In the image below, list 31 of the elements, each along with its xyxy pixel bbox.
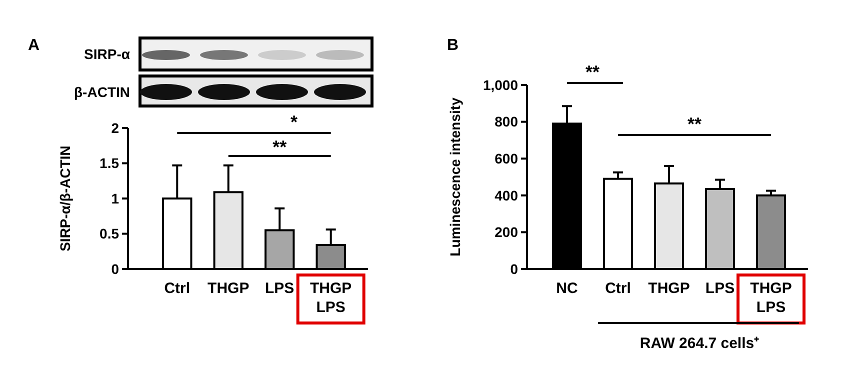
annotation: ** — [687, 114, 702, 134]
y-tick-label: 1,000 — [482, 76, 518, 93]
text: ** — [585, 62, 600, 82]
x-tick-label: THGP LPS — [310, 280, 352, 316]
y-axis-title: Luminescence intensity — [447, 97, 463, 256]
x-tick-label: Ctrl — [164, 280, 190, 297]
x-tick-label: THGP LPS — [750, 280, 792, 316]
y-tick-label: 0 — [510, 260, 518, 277]
y-tick-label: 600 — [494, 150, 518, 166]
text: SIRP-α — [84, 46, 130, 62]
chart-title: B — [447, 37, 459, 54]
annotation: * — [290, 112, 298, 132]
y-tick-label: 800 — [494, 114, 518, 130]
y-tick-label: 0.5 — [100, 226, 120, 242]
y-tick-label: 0 — [111, 260, 120, 277]
y-tick-label: 1 — [111, 190, 120, 206]
y-axis-title: SIRP-α/β-ACTIN — [57, 146, 73, 252]
x-tick-label: LPS — [705, 280, 735, 297]
y-tick-label: 2 — [111, 120, 120, 136]
x-tick-label: Ctrl — [605, 280, 631, 297]
y-tick-label: 200 — [494, 224, 518, 240]
x-tick-label: NC — [556, 280, 578, 297]
chart-title: A — [28, 37, 40, 54]
y-tick-label: 1.5 — [100, 155, 120, 172]
y-tick-label: 400 — [494, 187, 518, 204]
x-tick-label: LPS — [265, 280, 294, 297]
text: RAW 264.7 cells⁺ — [640, 335, 760, 352]
x-tick-label: THGP — [648, 280, 690, 297]
annotation: ** — [272, 137, 287, 157]
x-tick-label: THGP — [208, 280, 250, 297]
text: β-ACTIN — [74, 84, 130, 100]
